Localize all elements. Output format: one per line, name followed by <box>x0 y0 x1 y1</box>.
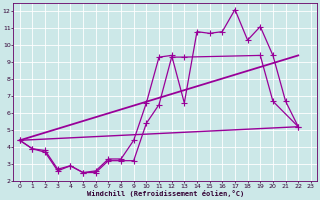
X-axis label: Windchill (Refroidissement éolien,°C): Windchill (Refroidissement éolien,°C) <box>87 190 244 197</box>
